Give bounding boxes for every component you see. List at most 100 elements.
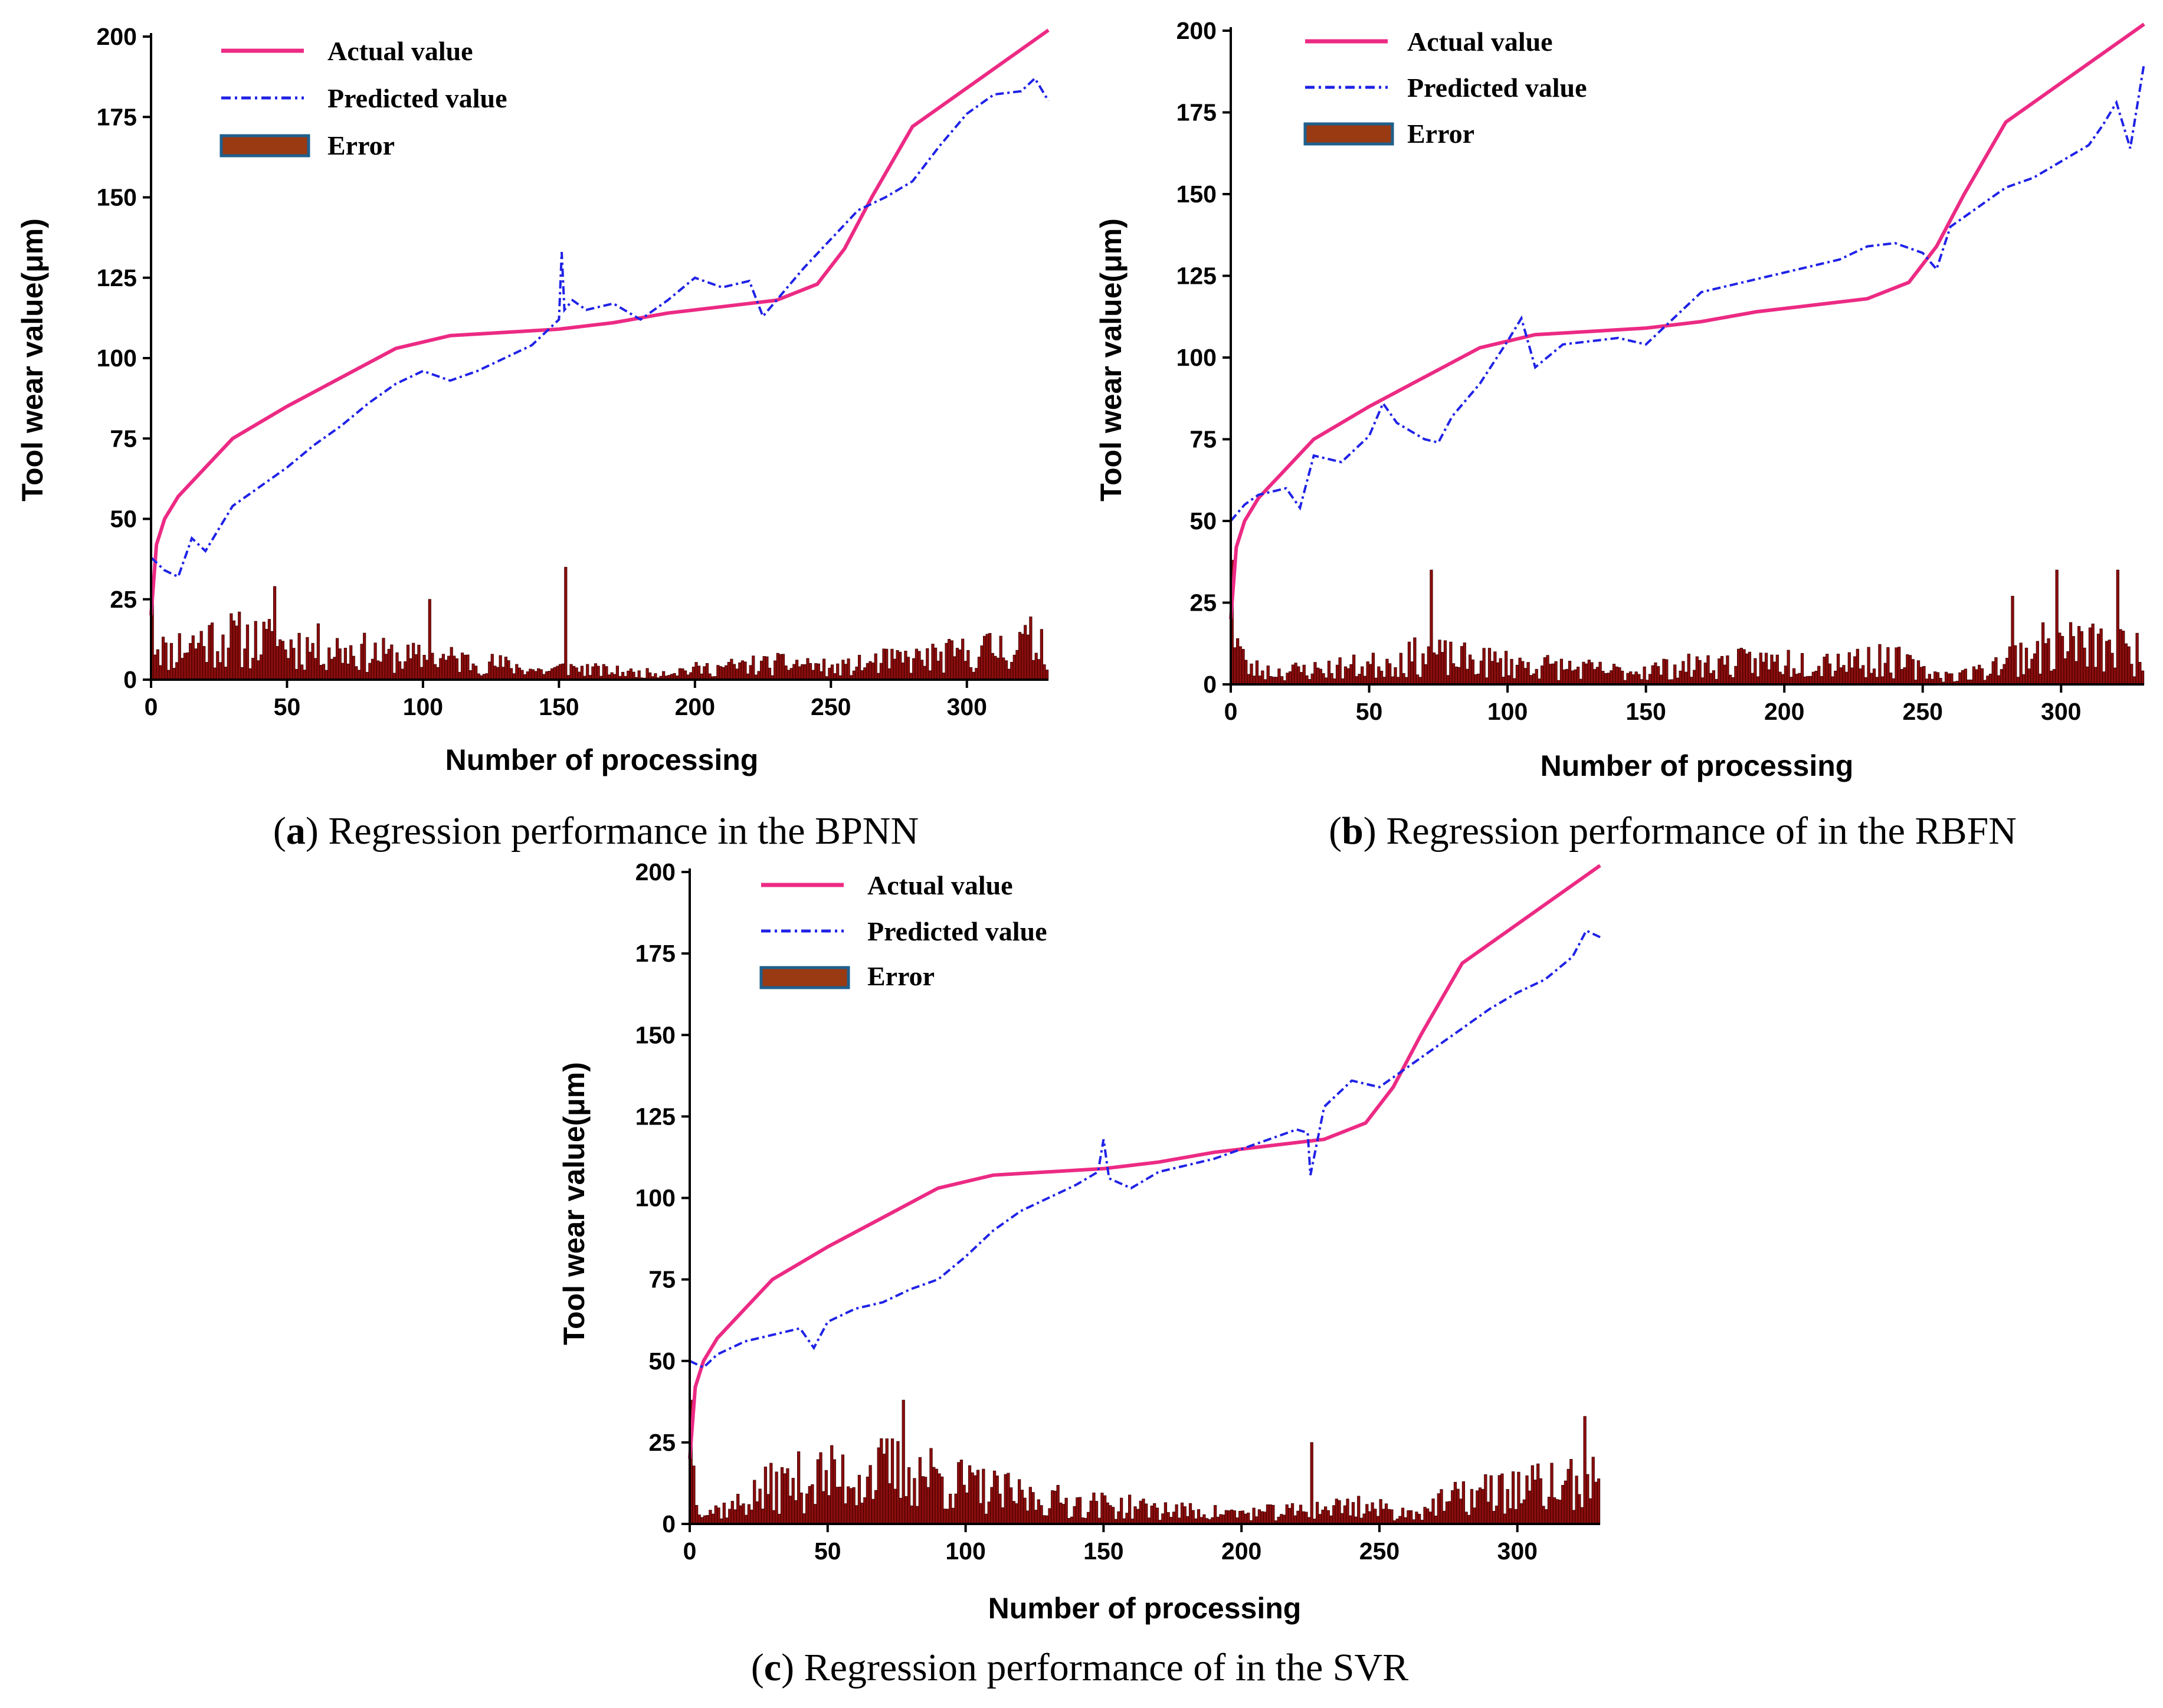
error-bar — [1601, 671, 1605, 685]
error-bar — [278, 639, 282, 680]
caption-text-c: Regression performance of in the SVR — [794, 1646, 1408, 1689]
error-bar — [1872, 668, 1876, 685]
error-bar — [2086, 666, 2089, 685]
error-bar — [2044, 643, 2047, 685]
error-bar — [1994, 657, 1998, 685]
error-bar — [983, 635, 987, 680]
error-bar — [775, 1471, 778, 1525]
error-bar — [1188, 1503, 1192, 1525]
error-bar — [738, 662, 742, 680]
error-bar — [281, 641, 284, 680]
error-bar — [496, 667, 500, 680]
error-bar — [1394, 667, 1397, 685]
error-bar — [360, 644, 363, 680]
error-bar — [692, 1466, 696, 1525]
error-bar — [703, 666, 706, 680]
error-bar — [1161, 1513, 1165, 1525]
error-bar — [1109, 1505, 1112, 1525]
error-bar — [289, 639, 293, 680]
error-bar — [1490, 661, 1494, 685]
error-bar — [1004, 660, 1008, 680]
error-bar — [594, 663, 598, 680]
error-bar — [1023, 1497, 1027, 1525]
error-bar — [1506, 1489, 1509, 1525]
error-bar — [1021, 634, 1024, 680]
error-bar — [191, 635, 195, 680]
error-bar — [871, 663, 875, 680]
error-bar — [420, 667, 424, 680]
error-bar — [1247, 1512, 1250, 1525]
error-bar — [1343, 1505, 1347, 1525]
error-bar — [962, 1484, 966, 1525]
y-tick-label: 175 — [97, 103, 137, 130]
error-bar — [1103, 1495, 1107, 1525]
error-bar — [1473, 1507, 1476, 1525]
error-bar — [791, 1477, 795, 1525]
error-bar — [1569, 1458, 1573, 1525]
error-bar — [1842, 665, 1846, 685]
error-bar — [882, 648, 886, 680]
error-bar — [1150, 1505, 1153, 1525]
error-bar — [1028, 1487, 1032, 1525]
error-bar — [1466, 668, 1469, 685]
error-bar — [998, 1493, 1002, 1525]
error-bar — [1343, 666, 1348, 685]
error-bar — [1106, 1502, 1109, 1525]
error-bar — [1319, 668, 1322, 685]
error-bar — [1061, 1504, 1066, 1525]
error-bar — [1437, 1493, 1440, 1525]
error-bar — [1820, 676, 1824, 685]
error-bar — [2130, 664, 2133, 685]
error-bar — [183, 653, 187, 680]
x-tick-label: 50 — [814, 1537, 841, 1565]
error-bar — [1471, 659, 1474, 685]
error-bar — [1086, 1512, 1090, 1525]
error-bar — [1517, 1471, 1520, 1525]
error-bar — [1252, 1507, 1256, 1525]
error-bar — [1950, 673, 1954, 685]
error-bar — [936, 660, 940, 680]
error-bar — [245, 624, 250, 680]
error-bar — [783, 1473, 786, 1525]
error-bar — [306, 637, 309, 680]
error-bar — [1366, 661, 1369, 685]
error-bar — [2083, 647, 2086, 685]
error-bar — [1001, 1507, 1005, 1525]
error-bar — [803, 664, 807, 680]
error-bar — [1514, 1509, 1518, 1525]
error-bar — [336, 638, 339, 680]
error-bar — [537, 668, 540, 680]
legend-label-predicted-b: Predicted value — [1407, 73, 1587, 103]
error-bar — [788, 1496, 792, 1525]
error-bar — [1742, 649, 1746, 685]
error-bar — [997, 657, 1000, 680]
error-bar — [769, 1463, 773, 1525]
error-bar — [904, 1496, 908, 1525]
error-bar — [1928, 674, 1931, 685]
error-bar — [1575, 1476, 1578, 1525]
legend-label-predicted-a: Predicted value — [327, 83, 507, 113]
error-bar — [1518, 657, 1522, 685]
error-bar — [802, 1513, 806, 1525]
error-bar — [1302, 664, 1306, 685]
error-bar — [984, 1513, 988, 1525]
error-bar — [890, 648, 894, 680]
error-bar — [2110, 653, 2114, 685]
error-bar — [218, 662, 222, 680]
y-tick-label: 150 — [635, 1021, 676, 1048]
error-bar — [1244, 1513, 1247, 1525]
caption-letter-b: b — [1342, 809, 1364, 853]
error-bar — [1919, 667, 1923, 685]
error-bar — [2102, 671, 2106, 685]
error-bar — [824, 1470, 828, 1525]
error-bar — [977, 657, 981, 680]
error-bar — [1590, 662, 1594, 685]
error-bar — [760, 660, 763, 680]
error-bar — [181, 658, 184, 680]
error-bar — [896, 1441, 900, 1525]
error-bar — [1432, 653, 1436, 685]
error-bar — [1523, 668, 1528, 685]
legend-label-actual-c: Actual value — [867, 870, 1013, 900]
error-bar — [1076, 1497, 1079, 1525]
error-bar — [1457, 667, 1461, 685]
